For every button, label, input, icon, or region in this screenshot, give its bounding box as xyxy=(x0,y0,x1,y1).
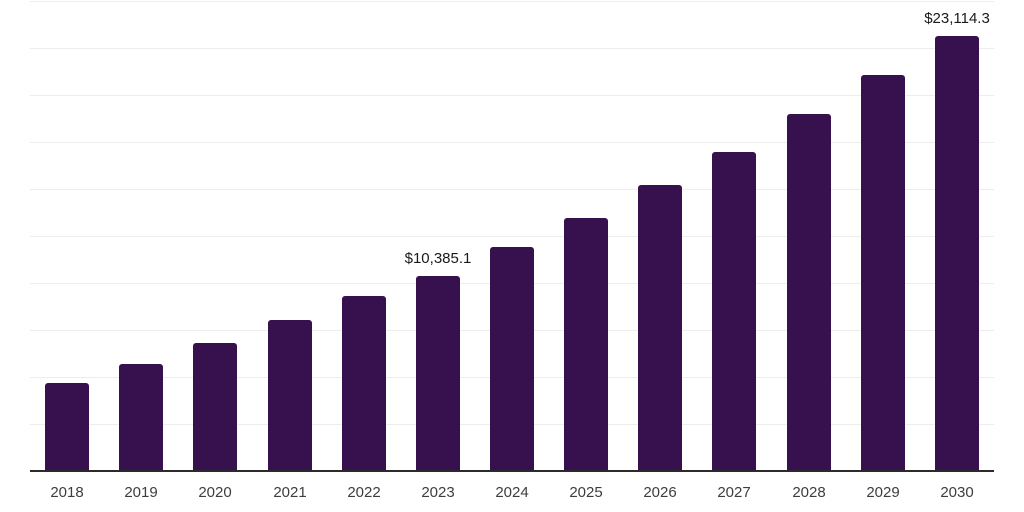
bar-2027 xyxy=(712,152,756,471)
bar-2022 xyxy=(342,296,386,471)
bar-2028 xyxy=(787,114,831,471)
x-tick-label-2023: 2023 xyxy=(421,484,455,501)
x-tick-label-2025: 2025 xyxy=(569,484,603,501)
bar-2024 xyxy=(490,247,534,471)
x-tick-label-2020: 2020 xyxy=(198,484,232,501)
bar-2023 xyxy=(416,276,460,471)
x-tick-label-2022: 2022 xyxy=(347,484,381,501)
x-tick-label-2028: 2028 xyxy=(792,484,826,501)
x-tick-label-2019: 2019 xyxy=(124,484,158,501)
bar-2021 xyxy=(268,320,312,471)
bar-2026 xyxy=(638,185,682,471)
bar-2019 xyxy=(119,364,163,471)
gridline-15000 xyxy=(30,189,994,190)
x-tick-label-2021: 2021 xyxy=(273,484,307,501)
value-label-2023: $10,385.1 xyxy=(404,250,472,267)
bar-2029 xyxy=(861,75,905,471)
gridline-20000 xyxy=(30,95,994,96)
bar-2030 xyxy=(935,36,979,471)
bar-2018 xyxy=(45,383,89,471)
bar-2025 xyxy=(564,218,608,471)
x-tick-label-2024: 2024 xyxy=(495,484,529,501)
x-tick-label-2030: 2030 xyxy=(940,484,974,501)
x-tick-label-2029: 2029 xyxy=(866,484,900,501)
gridline-22500 xyxy=(30,48,994,49)
x-tick-label-2026: 2026 xyxy=(643,484,677,501)
gridline-25000 xyxy=(30,1,994,2)
x-tick-label-2018: 2018 xyxy=(50,484,84,501)
bar-2020 xyxy=(193,343,237,471)
gridline-17500 xyxy=(30,142,994,143)
value-label-2030: $23,114.3 xyxy=(924,10,990,27)
gridline-12500 xyxy=(30,236,994,237)
x-tick-label-2027: 2027 xyxy=(717,484,751,501)
x-axis-line xyxy=(30,470,994,472)
